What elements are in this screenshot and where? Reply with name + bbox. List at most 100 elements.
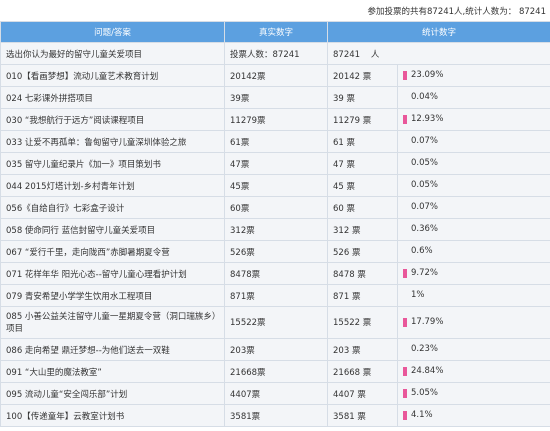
answer-count: 45 票	[327, 174, 398, 197]
percentage-bar	[403, 388, 407, 398]
answer-label: 079 青安希望小学学生饮用水工程项目	[0, 284, 225, 307]
answer-real-votes: 21668票	[224, 360, 328, 383]
answer-label: 071 花样年华 阳光心态--留守儿童心理看护计划	[0, 262, 225, 285]
percentage-bar	[403, 70, 407, 80]
answer-label: 086 走向希望 鼎迁梦想--为他们送去一双鞋	[0, 338, 225, 361]
answer-count-value: 4407	[333, 389, 355, 400]
answer-real-votes: 20142票	[224, 64, 328, 87]
answer-real-votes: 39票	[224, 86, 328, 109]
table-row: 044 2015灯塔计划-乡村青年计划 45票 45 票 0.05%	[0, 174, 550, 197]
answer-count-unit: 票	[357, 389, 366, 400]
answer-real-votes: 203票	[224, 338, 328, 361]
answer-count-value: 312	[333, 225, 350, 236]
answer-label: 030 “我想航行于远方”阅读课程项目	[0, 108, 225, 131]
percentage-bar	[403, 114, 407, 124]
question-count-value: 87241	[333, 49, 361, 60]
percentage-value: 0.04%	[411, 92, 439, 103]
answer-count: 8478 票	[327, 262, 398, 285]
answer-real-votes: 60票	[224, 196, 328, 219]
answer-percentage: 9.72%	[396, 262, 550, 285]
question-count-unit: 人	[370, 49, 380, 60]
percentage-bar	[403, 317, 407, 327]
answer-count-value: 526	[333, 247, 350, 258]
percentage-bar	[403, 345, 407, 354]
table-row: 071 花样年华 阳光心态--留守儿童心理看护计划 8478票 8478 票 9.72…	[0, 262, 550, 285]
answer-count-unit: 票	[346, 203, 356, 214]
answer-count-unit: 票	[346, 93, 356, 104]
percentage-value: 5.05%	[411, 388, 439, 399]
table-row: 024 七彩课外拼搭项目 39票 39 票 0.04%	[0, 86, 550, 109]
table-header-row: 问题/答案 真实数字 统计数字	[0, 21, 550, 43]
answer-count-unit: 票	[346, 137, 356, 148]
percentage-bar	[403, 181, 407, 190]
answer-label: 024 七彩课外拼搭项目	[0, 86, 225, 109]
answer-count-value: 61	[333, 137, 344, 148]
answer-count-value: 3581	[333, 411, 355, 422]
answer-count-unit: 票	[362, 317, 372, 328]
percentage-value: 4.1%	[411, 410, 433, 421]
table-row: 085 小善公益关注留守儿童一星期夏令营（洞口瑞族乡）项目 15522票 15522…	[0, 306, 550, 339]
answer-count: 21668 票	[327, 360, 398, 383]
answer-count-value: 20142	[333, 71, 361, 82]
answer-count-value: 11279	[333, 115, 361, 126]
answer-real-votes: 526票	[224, 240, 328, 263]
percentage-value: 0.07%	[411, 136, 439, 147]
question-row: 选出你认为最好的留守儿童关爱项目 投票人数：87241 87241 人	[0, 42, 550, 65]
header-real-number: 真实数字	[224, 21, 328, 43]
question-total: 投票人数：87241	[224, 42, 328, 65]
answer-count-value: 203	[333, 345, 350, 356]
percentage-bar	[403, 203, 407, 212]
answer-label: 010【看画梦想】流动儿童艺术教育计划	[0, 64, 225, 87]
answer-count-value: 8478	[333, 269, 355, 280]
question-count: 87241 人	[326, 42, 550, 65]
answer-count: 60 票	[327, 196, 398, 219]
answer-label: 100【传递童年】云教室计划书	[0, 404, 225, 427]
header-stats: 统计数字	[326, 21, 550, 43]
answer-count-unit: 票	[346, 181, 356, 192]
answer-real-votes: 4407票	[224, 382, 328, 405]
table-row: 100【传递童年】云教室计划书 3581票 3581 票 4.1%	[0, 404, 550, 427]
answer-count: 11279 票	[327, 108, 398, 131]
answer-real-votes: 47票	[224, 152, 328, 175]
percentage-value: 1%	[411, 290, 425, 301]
answer-count: 61 票	[327, 130, 398, 153]
percentage-value: 17.79%	[411, 317, 444, 328]
answer-count: 3581 票	[327, 404, 398, 427]
vote-results-table: 问题/答案 真实数字 统计数字 选出你认为最好的留守儿童关爱项目 投票人数：87…	[0, 21, 550, 427]
answer-count-value: 15522	[333, 317, 361, 328]
answer-percentage: 0.36%	[396, 218, 550, 241]
answer-real-votes: 871票	[224, 284, 328, 307]
percentage-value: 0.36%	[411, 224, 439, 235]
percentage-bar	[403, 93, 407, 102]
percentage-value: 9.72%	[411, 268, 439, 279]
table-row: 033 让爱不再孤单：鲁甸留守儿童深圳体验之旅 61票 61 票 0.07%	[0, 130, 550, 153]
answer-count-value: 47	[333, 159, 344, 170]
answer-label: 067 “爱行千里，走向陇西”赤脚暑期夏令营	[0, 240, 225, 263]
percentage-bar	[403, 137, 407, 146]
answer-count-unit: 票	[351, 291, 361, 302]
answer-count-unit: 票	[362, 367, 372, 378]
percentage-bar	[403, 291, 407, 300]
table-row: 091 “大山里的魔法教室” 21668票 21668 票 24.84%	[0, 360, 550, 383]
answer-percentage: 0.05%	[396, 152, 550, 175]
answer-count-value: 60	[333, 203, 344, 214]
percentage-bar	[403, 159, 407, 168]
table-row: 056《自给自行》七彩盒子设计 60票 60 票 0.07%	[0, 196, 550, 219]
answer-count-unit: 票	[351, 247, 361, 258]
answer-real-votes: 8478票	[224, 262, 328, 285]
answer-label: 056《自给自行》七彩盒子设计	[0, 196, 225, 219]
answer-label: 044 2015灯塔计划-乡村青年计划	[0, 174, 225, 197]
answer-label: 033 让爱不再孤单：鲁甸留守儿童深圳体验之旅	[0, 130, 225, 153]
answer-percentage: 12.93%	[396, 108, 550, 131]
percentage-value: 23.09%	[411, 70, 444, 81]
answer-percentage: 1%	[396, 284, 550, 307]
answer-real-votes: 11279票	[224, 108, 328, 131]
percentage-value: 0.05%	[411, 158, 439, 169]
answer-label: 085 小善公益关注留守儿童一星期夏令营（洞口瑞族乡）项目	[0, 306, 225, 339]
percentage-value: 0.07%	[411, 202, 439, 213]
answer-percentage: 5.05%	[396, 382, 550, 405]
summary-bar: 参加投票的共有87241人,统计人数为： 87241	[0, 0, 550, 21]
answer-label: 091 “大山里的魔法教室”	[0, 360, 225, 383]
table-row: 030 “我想航行于远方”阅读课程项目 11279票 11279 票 12.93%	[0, 108, 550, 131]
question-label: 选出你认为最好的留守儿童关爱项目	[0, 42, 225, 65]
